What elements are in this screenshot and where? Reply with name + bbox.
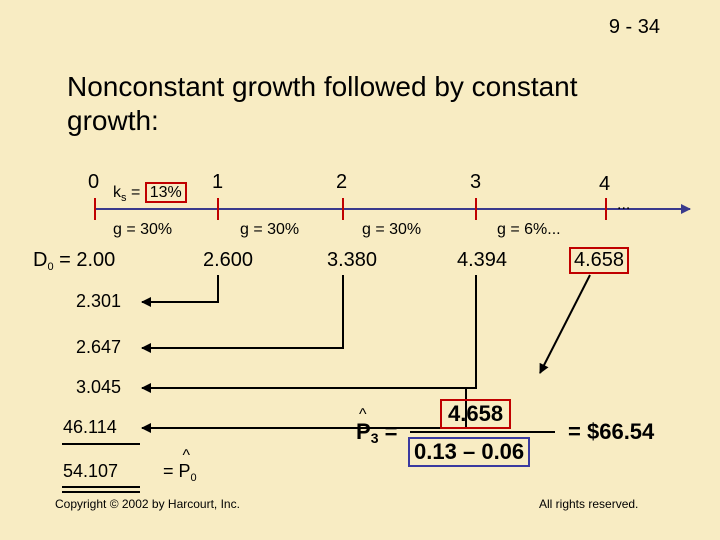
rights-notice: All rights reserved. (539, 497, 639, 511)
growth-rate-3: g = 30% (362, 221, 422, 238)
dividend-3: 4.394 (457, 249, 508, 271)
growth-rate-1: g = 30% (113, 221, 173, 238)
timeline-ellipsis: ... (617, 196, 631, 213)
required-return-value: 13% (144, 182, 187, 203)
pv-dividend-2: 2.647 (76, 337, 122, 357)
period-4: 4 (599, 173, 611, 195)
period-1: 1 (212, 171, 224, 193)
dividend-1: 2.600 (203, 249, 254, 271)
d0-value: D0 = 2.00 (33, 249, 116, 273)
pv-dividend-3: 3.045 (76, 377, 122, 397)
discount-arrow-1 (141, 275, 219, 307)
growth-rate-2: g = 30% (240, 221, 300, 238)
price-total: 54.107 (63, 461, 119, 481)
copyright-notice: Copyright © 2002 by Harcourt, Inc. (55, 497, 240, 511)
period-0: 0 (88, 171, 100, 193)
pv-terminal-value: 46.114 (63, 417, 117, 437)
period-3: 3 (470, 171, 482, 193)
required-return: ks = 13% (113, 182, 187, 204)
discount-arrow-3 (141, 275, 477, 393)
p0-label: = ^ P 0 (163, 447, 197, 484)
terminal-value-arrow (539, 274, 591, 374)
discount-arrow-terminal (141, 388, 467, 433)
dividend-2: 3.380 (327, 249, 378, 271)
pv-dividend-1: 2.301 (76, 291, 122, 311)
dividend-4: 4.658 (569, 247, 630, 274)
p0-hat: ^ (182, 447, 191, 464)
growth-rate-4: g = 6%... (497, 221, 561, 238)
discount-arrow-2 (141, 275, 344, 353)
formula-result: = $66.54 (568, 419, 655, 444)
formula-p3: ^ P 3 = (356, 406, 398, 446)
slide-title: Nonconstant growth followed by constant … (67, 71, 578, 136)
period-2: 2 (336, 171, 348, 193)
p3-hat: ^ (359, 406, 367, 423)
formula-numerator: 4.658 (440, 399, 512, 429)
formula-denominator: 0.13 – 0.06 (408, 437, 531, 467)
slide-number: 9 - 34 (608, 16, 660, 38)
